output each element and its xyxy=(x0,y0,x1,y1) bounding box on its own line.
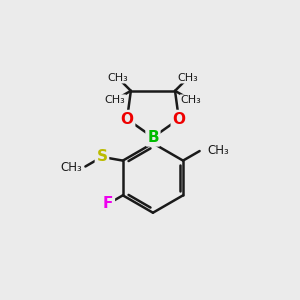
Text: O: O xyxy=(172,112,185,127)
Text: B: B xyxy=(147,130,159,145)
Text: CH₃: CH₃ xyxy=(178,73,198,83)
Text: S: S xyxy=(97,149,107,164)
Text: F: F xyxy=(103,196,113,211)
Text: CH₃: CH₃ xyxy=(108,73,128,83)
Text: CH₃: CH₃ xyxy=(208,144,230,157)
Text: O: O xyxy=(121,112,134,127)
Text: CH₃: CH₃ xyxy=(105,95,125,105)
Text: CH₃: CH₃ xyxy=(181,95,201,105)
Text: CH₃: CH₃ xyxy=(61,161,82,175)
